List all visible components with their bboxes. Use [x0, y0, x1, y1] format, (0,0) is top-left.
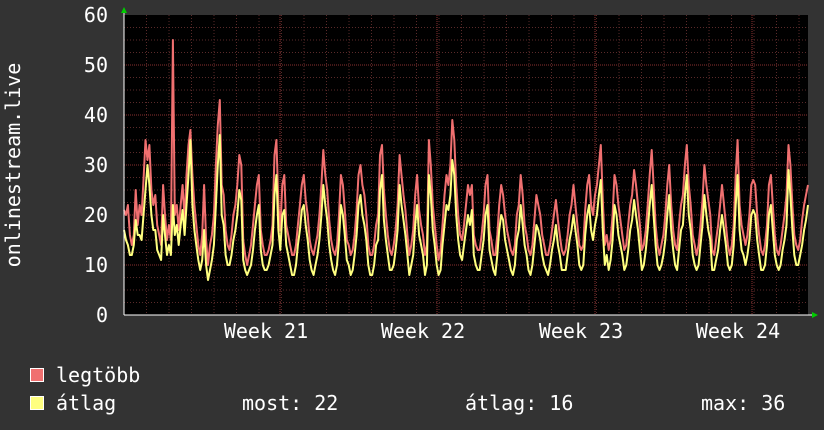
y-tick-label: 0 — [96, 303, 108, 327]
x-axis-arrow-icon — [812, 312, 818, 318]
y-tick-label: 20 — [84, 203, 108, 227]
x-tick-label: Week 22 — [381, 319, 465, 343]
legend-swatch-avg — [30, 396, 44, 410]
series-line-atlag — [123, 134, 809, 281]
stat-average: átlag: 16 — [465, 391, 574, 415]
y-axis-arrow-icon — [121, 7, 127, 13]
x-tick-label: Week 24 — [696, 319, 780, 343]
legend-label-avg: átlag — [56, 391, 117, 415]
legend-item-max: legtöbb — [30, 363, 140, 387]
y-tick-label: 50 — [84, 53, 108, 77]
y-tick-label: 60 — [84, 3, 108, 27]
y-tick-label: 10 — [84, 253, 108, 277]
stat-max: max: 36 — [701, 391, 786, 415]
x-tick-label: Week 21 — [224, 319, 308, 343]
series-line-legtobb — [123, 39, 809, 266]
stat-now: most: 22 — [242, 391, 339, 415]
y-axis-label: onlinestream.live — [1, 63, 25, 268]
legend-item-avg: átlag — [30, 391, 116, 415]
x-tick-label: Week 23 — [539, 319, 623, 343]
legend-swatch-max — [30, 368, 44, 382]
chart-canvas: 0 10 20 30 40 50 60 Week 21 Week 22 Week 23 Week 2… — [1, 3, 818, 343]
y-tick-label: 30 — [84, 153, 108, 177]
legend-label-max: legtöbb — [56, 363, 141, 387]
y-tick-label: 40 — [84, 103, 108, 127]
